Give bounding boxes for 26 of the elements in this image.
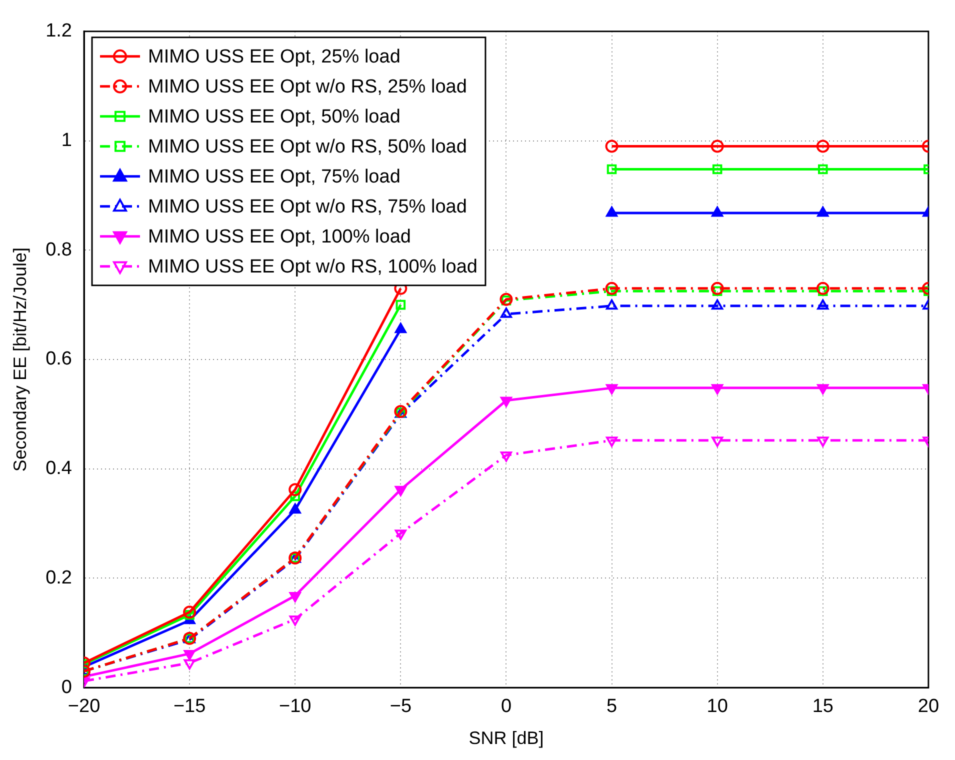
legend-label: MIMO USS EE Opt, 50% load — [148, 106, 400, 128]
x-tick-label: 0 — [500, 696, 512, 718]
y-tick-label: 0.6 — [46, 348, 72, 370]
legend-label: MIMO USS EE Opt w/o RS, 50% load — [148, 136, 467, 158]
x-tick-label: 10 — [706, 696, 728, 718]
y-tick-label: 0.4 — [46, 458, 72, 480]
x-tick-label: −20 — [68, 696, 100, 718]
legend-label: MIMO USS EE Opt, 100% load — [148, 226, 411, 248]
legend-label: MIMO USS EE Opt, 25% load — [148, 46, 400, 68]
y-tick-label: 0 — [61, 676, 72, 698]
y-tick-label: 0.2 — [46, 567, 72, 588]
x-tick-label: −5 — [390, 696, 412, 718]
y-tick-label: 1 — [61, 130, 72, 151]
y-tick-label: 1.2 — [46, 20, 72, 42]
legend-label: MIMO USS EE Opt w/o RS, 100% load — [148, 256, 478, 278]
y-axis-title: Secondary EE [bit/Hz/Joule] — [10, 247, 30, 472]
x-tick-label: −15 — [173, 696, 206, 718]
x-axis-title: SNR [dB] — [468, 728, 544, 748]
x-tick-label: 15 — [812, 696, 834, 718]
legend-label: MIMO USS EE Opt w/o RS, 25% load — [148, 76, 467, 98]
y-tick-label: 0.8 — [46, 239, 72, 260]
x-tick-label: −10 — [279, 696, 312, 718]
legend-label: MIMO USS EE Opt, 75% load — [148, 166, 400, 188]
x-tick-label: 20 — [918, 696, 940, 718]
x-tick-label: 5 — [606, 696, 618, 718]
legend-label: MIMO USS EE Opt w/o RS, 75% load — [148, 196, 467, 218]
